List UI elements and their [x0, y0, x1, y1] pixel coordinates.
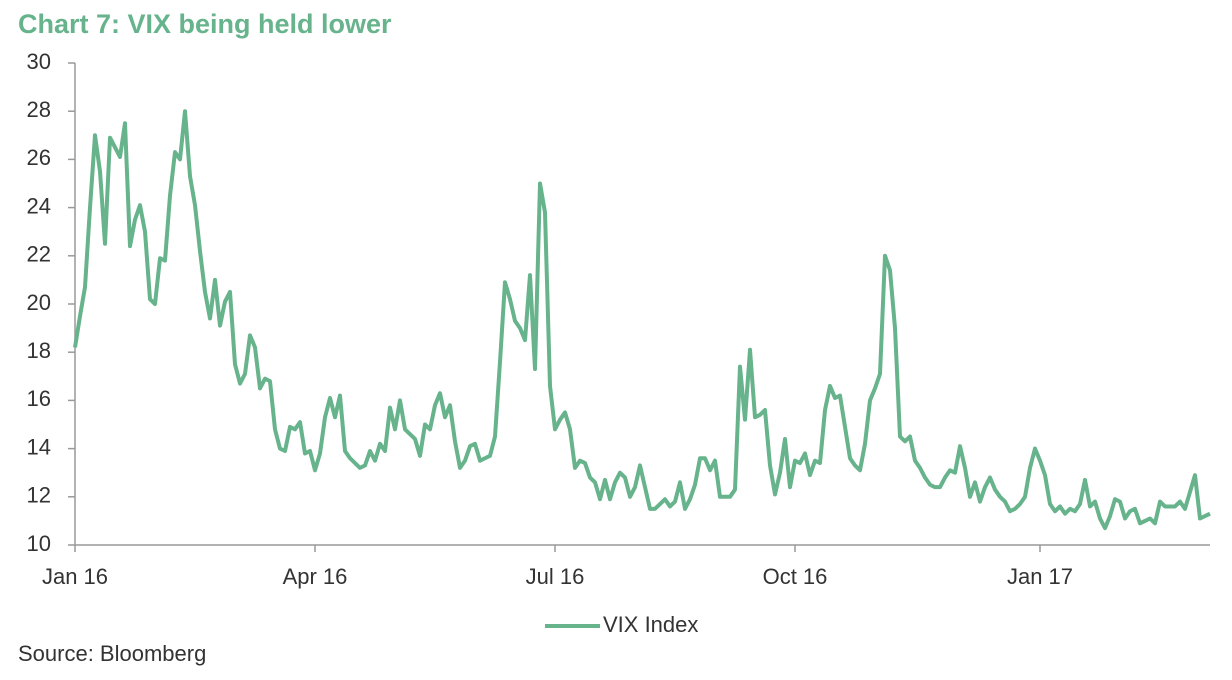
series-line [73, 109, 1211, 531]
y-tick-label: 26 [27, 145, 51, 170]
y-tick-label: 20 [27, 290, 51, 315]
legend-label: VIX Index [603, 612, 698, 637]
y-tick-label: 10 [27, 531, 51, 556]
x-tick-label: Apr 16 [283, 564, 348, 589]
source-note: Source: Bloomberg [18, 641, 206, 666]
y-tick-label: 18 [27, 338, 51, 363]
y-tick-label: 24 [27, 193, 51, 218]
y-tick-label: 30 [27, 49, 51, 74]
x-tick-label: Jan 16 [42, 564, 108, 589]
x-tick-label: Jul 16 [526, 564, 585, 589]
y-tick-label: 12 [27, 483, 51, 508]
y-tick-label: 22 [27, 242, 51, 267]
y-tick-label: 14 [27, 434, 51, 459]
chart-title: Chart 7: VIX being held lower [18, 9, 392, 39]
y-tick-label: 28 [27, 97, 51, 122]
y-tick-label: 16 [27, 386, 51, 411]
x-tick-label: Jan 17 [1007, 564, 1073, 589]
x-tick-label: Oct 16 [763, 564, 828, 589]
